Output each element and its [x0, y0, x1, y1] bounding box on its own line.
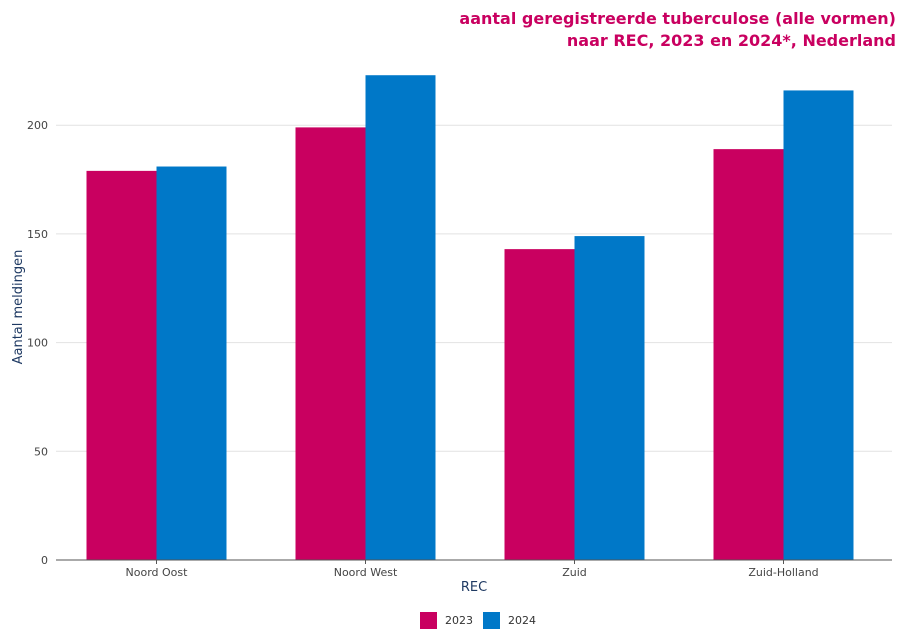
- chart-title: aantal geregistreerde tuberculose (alle …: [459, 8, 896, 52]
- y-tick-label-50: 50: [34, 445, 48, 458]
- y-tick-label-200: 200: [27, 119, 48, 132]
- x-tick-label-zuid: Zuid: [562, 566, 587, 579]
- bar-2023-noord-oost: [86, 170, 157, 560]
- legend-swatch-2024: [483, 612, 500, 629]
- bar-2024-noord-oost: [156, 166, 227, 561]
- legend-item-2024[interactable]: 2024: [483, 612, 536, 629]
- bar-2024-zuid-holland: [783, 90, 854, 560]
- legend-swatch-2023: [420, 612, 437, 629]
- y-axis-title: Aantal meldingen: [11, 250, 26, 365]
- y-tick-label-150: 150: [27, 228, 48, 241]
- x-tick-label-noord-west: Noord West: [334, 566, 398, 579]
- bar-2024-noord-west: [365, 75, 436, 560]
- y-tick-label-100: 100: [27, 337, 48, 350]
- bar-2023-zuid: [504, 249, 575, 560]
- chart-title-line-2: naar REC, 2023 en 2024*, Nederland: [566, 31, 896, 50]
- legend-label-2024: 2024: [508, 614, 536, 627]
- legend-item-2023[interactable]: 2023: [420, 612, 473, 629]
- bar-2023-noord-west: [295, 127, 366, 561]
- y-tick-label-0: 0: [41, 554, 48, 567]
- legend: 2023 2024: [420, 612, 546, 629]
- x-tick-label-noord-oost: Noord Oost: [126, 566, 189, 579]
- bar-2024-zuid: [574, 236, 645, 560]
- chart-title-line-1: aantal geregistreerde tuberculose (alle …: [459, 9, 896, 28]
- x-tick-label-zuid-holland: Zuid-Holland: [748, 566, 818, 579]
- legend-label-2023: 2023: [445, 614, 473, 627]
- x-axis-title: REC: [461, 580, 487, 595]
- bar-2023-zuid-holland: [713, 149, 784, 560]
